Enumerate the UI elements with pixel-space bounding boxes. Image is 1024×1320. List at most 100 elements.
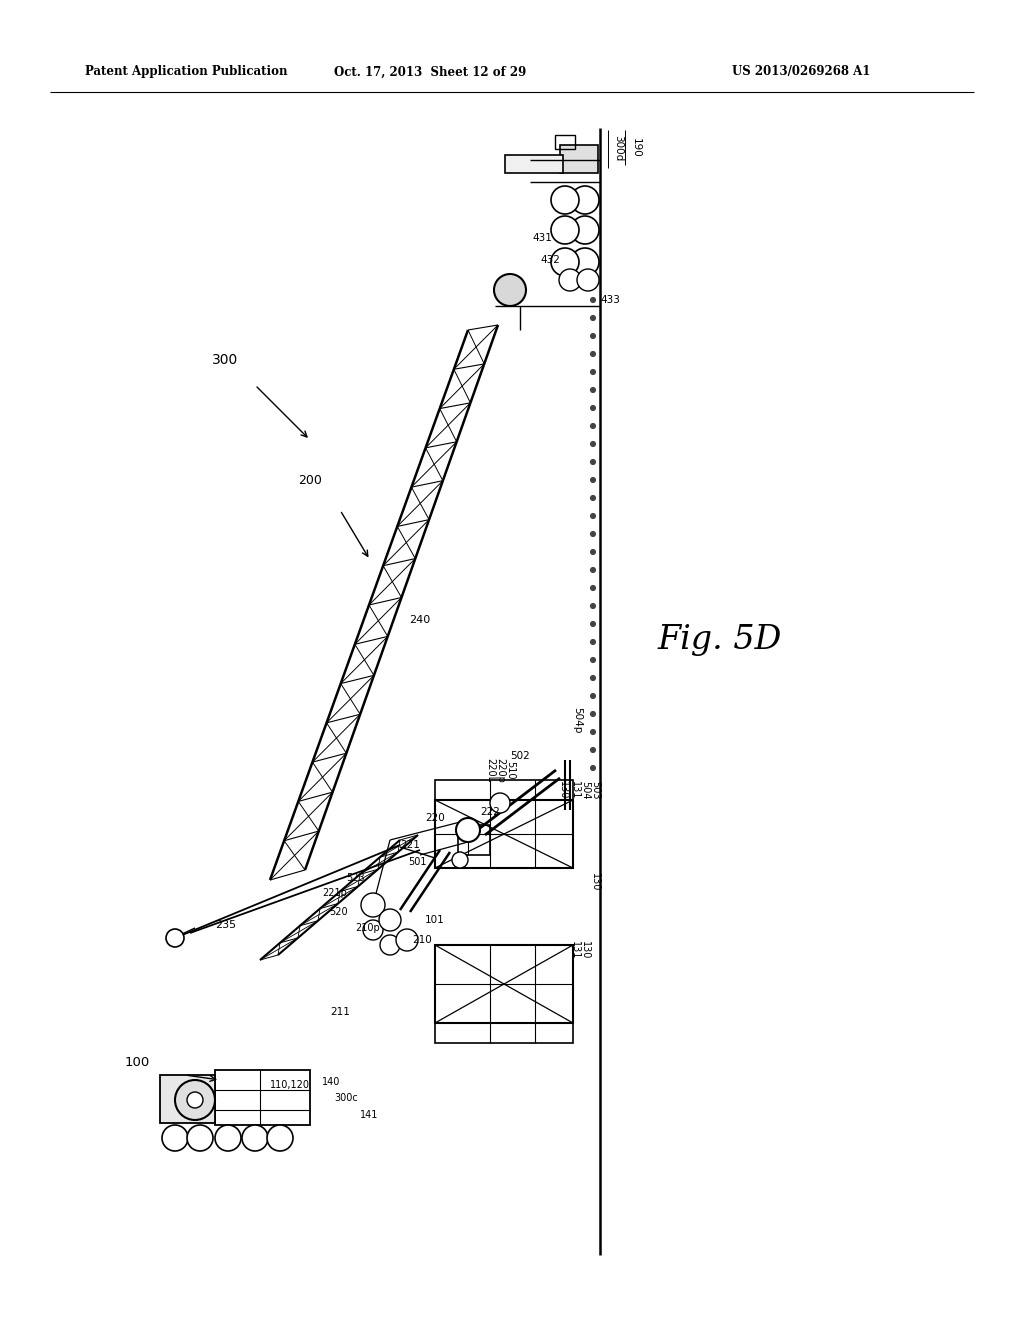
Text: 101: 101 [425,915,444,925]
Text: 220L: 220L [485,758,495,781]
Text: 520: 520 [330,907,348,917]
Bar [505,154,563,173]
Bar [160,1074,215,1123]
Text: 523: 523 [346,873,365,883]
Text: 200: 200 [298,474,322,487]
Bar [435,800,573,869]
Text: 240: 240 [409,615,430,624]
Circle shape [361,894,385,917]
Text: Fig. 5D: Fig. 5D [657,624,782,656]
Bar [215,1071,310,1125]
Circle shape [571,186,599,214]
Text: 190: 190 [631,139,641,158]
Circle shape [591,424,596,429]
Text: 130: 130 [590,873,600,891]
Text: 431: 431 [532,234,552,243]
Circle shape [379,909,401,931]
Circle shape [591,351,596,356]
Text: 130: 130 [558,781,568,799]
Text: 504: 504 [580,780,590,799]
Text: Patent Application Publication: Patent Application Publication [85,66,288,78]
Text: 100: 100 [125,1056,150,1068]
Text: 432: 432 [540,255,560,265]
Circle shape [591,441,596,446]
Circle shape [591,639,596,644]
Text: 300: 300 [212,352,239,367]
Circle shape [571,248,599,276]
Text: 131: 131 [570,781,580,799]
Circle shape [591,513,596,519]
Circle shape [591,532,596,536]
Bar [555,135,575,149]
Bar [458,825,490,855]
Circle shape [591,459,596,465]
Text: 210p: 210p [355,923,380,933]
Circle shape [591,405,596,411]
Circle shape [591,657,596,663]
Circle shape [452,851,468,869]
Circle shape [162,1125,188,1151]
Circle shape [591,549,596,554]
Circle shape [551,248,579,276]
Circle shape [215,1125,241,1151]
Circle shape [591,568,596,573]
Text: 220: 220 [425,813,445,822]
Bar [435,945,573,1023]
Text: 300d: 300d [613,135,623,161]
Circle shape [187,1092,203,1107]
Circle shape [267,1125,293,1151]
Circle shape [591,676,596,681]
Circle shape [551,186,579,214]
Text: 221p: 221p [323,888,347,898]
Text: 131: 131 [570,941,580,960]
Circle shape [591,334,596,338]
Text: 503: 503 [590,780,600,799]
Circle shape [396,929,418,950]
Circle shape [591,388,596,392]
Text: 140: 140 [322,1077,340,1086]
Circle shape [591,622,596,627]
Circle shape [380,935,400,954]
Text: US 2013/0269268 A1: US 2013/0269268 A1 [731,66,870,78]
Text: 504p: 504p [572,706,582,733]
Circle shape [242,1125,268,1151]
Text: 501: 501 [408,857,427,867]
Text: 130: 130 [580,941,590,960]
Bar [435,1023,573,1043]
Circle shape [591,730,596,734]
Circle shape [591,747,596,752]
Circle shape [166,929,184,946]
Circle shape [591,766,596,771]
Circle shape [591,586,596,590]
Circle shape [591,478,596,483]
Text: 210: 210 [412,935,432,945]
Circle shape [559,269,581,290]
Circle shape [591,315,596,321]
Text: 300c: 300c [334,1093,357,1104]
Bar [435,780,573,800]
Circle shape [456,818,480,842]
Circle shape [551,216,579,244]
Circle shape [591,693,596,698]
Bar [560,145,598,173]
Circle shape [591,495,596,500]
Circle shape [571,216,599,244]
Circle shape [591,370,596,375]
Text: 220p: 220p [495,758,505,783]
Text: 141: 141 [360,1110,379,1119]
Text: 433: 433 [600,294,620,305]
Circle shape [175,1080,215,1119]
Circle shape [494,275,526,306]
Text: 221: 221 [400,840,420,850]
Circle shape [362,920,383,940]
Circle shape [490,793,510,813]
Text: 235: 235 [215,920,237,931]
Text: 110,120: 110,120 [270,1080,310,1090]
Circle shape [187,1125,213,1151]
Circle shape [577,269,599,290]
Text: Oct. 17, 2013  Sheet 12 of 29: Oct. 17, 2013 Sheet 12 of 29 [334,66,526,78]
Circle shape [591,603,596,609]
Text: 211: 211 [330,1007,350,1016]
Circle shape [591,711,596,717]
Circle shape [591,297,596,302]
